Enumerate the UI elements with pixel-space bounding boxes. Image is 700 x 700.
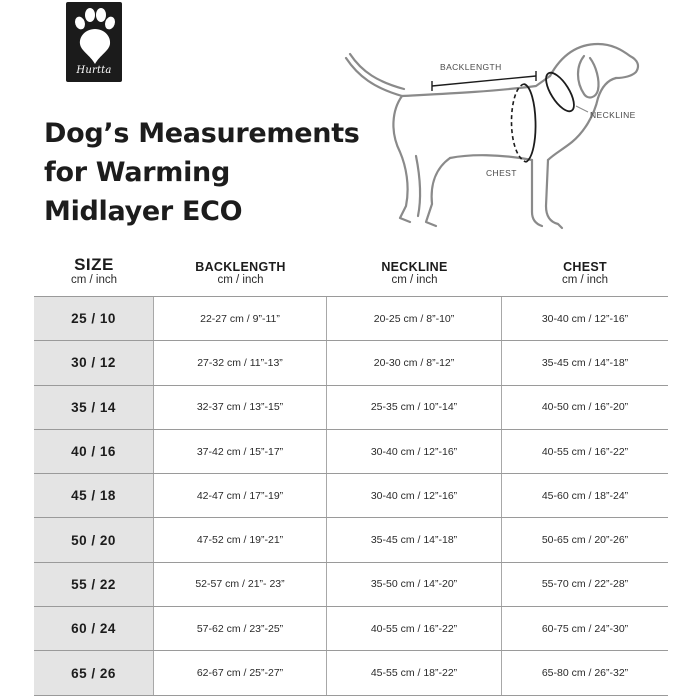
backlength-cell: 62-67 cm / 25”-27” xyxy=(154,651,327,695)
dog-outline-icon xyxy=(344,42,640,230)
brand-logo: Hurtta xyxy=(66,2,122,82)
size-cell: 25 / 10 xyxy=(34,297,154,341)
dog-measurement-illustration: BACKLENGTH NECKLINE CHEST xyxy=(340,36,650,236)
neckline-cell: 40-55 cm / 16”-22” xyxy=(327,607,502,651)
backlength-cell: 52-57 cm / 21”- 23” xyxy=(154,562,327,607)
size-chart-table: SIZE cm / inch BACKLENGTH cm / inch NECK… xyxy=(34,252,668,696)
table-row: 40 / 16 37-42 cm / 15”-17” 30-40 cm / 12… xyxy=(34,429,668,475)
table-row: 55 / 22 52-57 cm / 21”- 23” 35-50 cm / 1… xyxy=(34,562,668,608)
neckline-label: NECKLINE xyxy=(590,110,636,120)
chest-label: CHEST xyxy=(486,168,517,178)
neckline-cell: 30-40 cm / 12”-16” xyxy=(327,474,502,518)
title-line-1: Dog’s Measurements xyxy=(44,118,360,149)
size-cell: 60 / 24 xyxy=(34,607,154,651)
table-row: 50 / 20 47-52 cm / 19”-21” 35-45 cm / 14… xyxy=(34,518,668,563)
chest-cell: 60-75 cm / 24”-30” xyxy=(541,622,629,635)
header-size-label: SIZE xyxy=(74,255,114,274)
size-cell: 50 / 20 xyxy=(34,518,154,562)
table-row: 65 / 26 62-67 cm / 25”-27” 45-55 cm / 18… xyxy=(34,651,668,696)
neckline-cell: 45-55 cm / 18”-22” xyxy=(327,651,502,695)
table-body: 25 / 10 22-27 cm / 9”-11” 20-25 cm / 8”-… xyxy=(34,296,668,696)
table-row: 25 / 10 22-27 cm / 9”-11” 20-25 cm / 8”-… xyxy=(34,297,668,342)
neckline-cell: 35-45 cm / 14”-18” xyxy=(327,518,502,562)
header-neckline-label: NECKLINE xyxy=(381,260,448,274)
size-cell: 40 / 16 xyxy=(34,429,154,474)
header-backlength: BACKLENGTH cm / inch xyxy=(154,261,327,287)
backlength-cell: 32-37 cm / 13”-15” xyxy=(154,385,327,429)
page-title: Dog’s Measurements for Warming Midlayer … xyxy=(44,114,364,231)
size-cell: 35 / 14 xyxy=(34,385,154,429)
header-neckline: NECKLINE cm / inch xyxy=(327,261,502,287)
chest-cell: 30-40 cm / 12”-16” xyxy=(541,312,629,325)
chest-cell: 40-55 cm / 16”-22” xyxy=(541,445,629,458)
backlength-cell: 22-27 cm / 9”-11” xyxy=(154,297,327,341)
size-cell: 55 / 22 xyxy=(34,562,154,607)
size-cell: 30 / 12 xyxy=(34,341,154,385)
title-line-3: Midlayer ECO xyxy=(44,196,243,227)
brand-wordmark: Hurtta xyxy=(76,65,112,76)
backlength-cell: 37-42 cm / 15”-17” xyxy=(154,429,327,474)
header-chest-label: CHEST xyxy=(563,260,607,274)
neckline-cell: 35-50 cm / 14”-20” xyxy=(327,562,502,607)
size-cell: 65 / 26 xyxy=(34,651,154,695)
header-chest: CHEST cm / inch xyxy=(502,261,668,287)
header-size-unit: cm / inch xyxy=(70,274,117,286)
paw-print-icon xyxy=(75,8,115,64)
chest-cell: 55-70 cm / 22”-28” xyxy=(541,578,629,591)
header-backlength-label: BACKLENGTH xyxy=(195,260,286,274)
neckline-cell: 30-40 cm / 12”-16” xyxy=(327,429,502,474)
table-header: SIZE cm / inch BACKLENGTH cm / inch NECK… xyxy=(34,252,668,296)
neckline-cell: 25-35 cm / 10”-14” xyxy=(327,385,502,429)
table-row: 45 / 18 42-47 cm / 17”-19” 30-40 cm / 12… xyxy=(34,474,668,519)
backlength-label: BACKLENGTH xyxy=(440,62,502,72)
backlength-cell: 42-47 cm / 17”-19” xyxy=(154,474,327,518)
chest-cell: 45-60 cm / 18”-24” xyxy=(541,489,629,502)
title-line-2: for Warming xyxy=(44,157,231,188)
table-row: 35 / 14 32-37 cm / 13”-15” 25-35 cm / 10… xyxy=(34,385,668,430)
size-cell: 45 / 18 xyxy=(34,474,154,518)
neckline-cell: 20-30 cm / 8”-12” xyxy=(327,341,502,385)
chest-cell: 35-45 cm / 14”-18” xyxy=(541,356,629,369)
header-neckline-unit: cm / inch xyxy=(391,274,438,286)
backlength-cell: 57-62 cm / 23”-25” xyxy=(154,607,327,651)
header-backlength-unit: cm / inch xyxy=(217,274,264,286)
backlength-cell: 27-32 cm / 11”-13” xyxy=(154,341,327,385)
chest-cell: 50-65 cm / 20”-26” xyxy=(541,534,629,547)
backlength-cell: 47-52 cm / 19”-21” xyxy=(154,518,327,562)
table-row: 30 / 12 27-32 cm / 11”-13” 20-30 cm / 8”… xyxy=(34,341,668,386)
header-size: SIZE cm / inch xyxy=(34,256,154,287)
neckline-cell: 20-25 cm / 8”-10” xyxy=(327,297,502,341)
header-chest-unit: cm / inch xyxy=(561,274,608,286)
chest-cell: 65-80 cm / 26”-32” xyxy=(541,667,629,680)
table-row: 60 / 24 57-62 cm / 23”-25” 40-55 cm / 16… xyxy=(34,607,668,652)
chest-cell: 40-50 cm / 16”-20” xyxy=(541,401,629,414)
